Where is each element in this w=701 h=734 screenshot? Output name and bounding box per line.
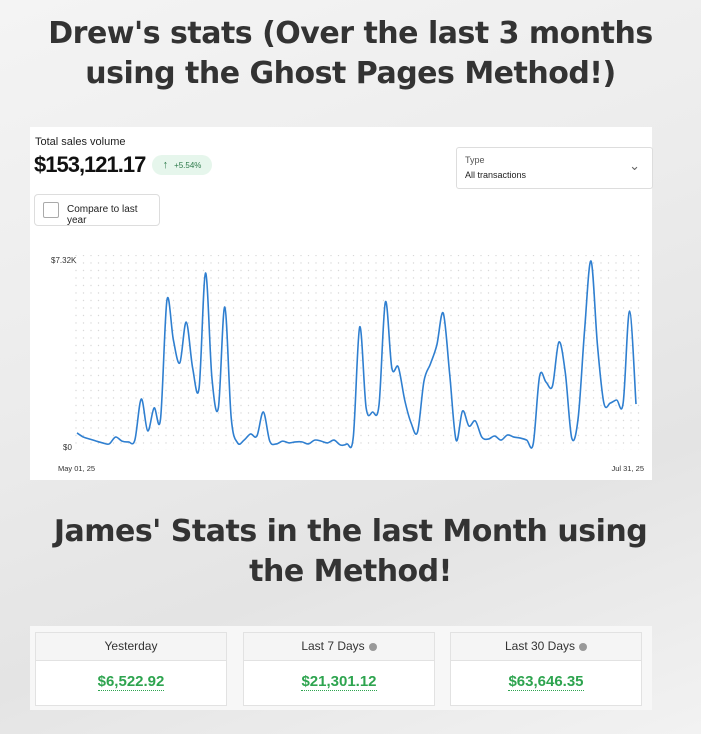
total-sales-label: Total sales volume xyxy=(35,136,126,148)
arrow-up-icon: ↑ xyxy=(162,159,169,171)
heading-line: using the Ghost Pages Method!) xyxy=(85,56,616,91)
james-stats-heading: James' Stats in the last Month using the… xyxy=(0,512,701,592)
heading-line: the Method! xyxy=(249,554,452,589)
stat-value[interactable]: $6,522.92 xyxy=(97,673,165,691)
heading-line: Drew's stats (Over the last 3 months xyxy=(48,16,653,51)
series-line xyxy=(76,260,637,449)
info-icon[interactable] xyxy=(368,642,377,651)
stat-value[interactable]: $21,301.12 xyxy=(301,673,377,691)
stat-label: Last 30 Days xyxy=(504,639,576,653)
stat-label: Yesterday xyxy=(104,639,158,653)
sales-line-chart: $7.32K $0 May 01, 25 Jul 31, 25 xyxy=(51,255,645,473)
chevron-down-icon: ⌄ xyxy=(629,158,640,173)
stat-label: Last 7 Days xyxy=(301,639,365,653)
stats-panel: Yesterday $6,522.92 Last 7 Days $21,301.… xyxy=(30,626,652,710)
type-value: All transactions xyxy=(465,170,527,180)
stat-card-30-days: Last 30 Days $63,646.35 xyxy=(450,632,642,706)
stat-value[interactable]: $63,646.35 xyxy=(508,673,584,691)
y-tick-label: $0 xyxy=(63,443,72,452)
x-tick-label: May 01, 25 xyxy=(58,464,95,473)
type-select[interactable]: Type All transactions ⌄ xyxy=(456,147,653,189)
info-icon[interactable] xyxy=(579,642,588,651)
stat-card-yesterday: Yesterday $6,522.92 xyxy=(35,632,227,706)
change-value: +5.54% xyxy=(174,161,202,170)
compare-label: Compare to last year xyxy=(67,204,138,226)
compare-last-year-checkbox[interactable]: Compare to last year xyxy=(34,194,160,226)
drew-stats-heading: Drew's stats (Over the last 3 months usi… xyxy=(0,14,701,94)
x-tick-label: Jul 31, 25 xyxy=(611,464,644,473)
checkbox-box[interactable] xyxy=(43,202,59,218)
heading-line: James' Stats in the last Month using xyxy=(53,514,648,549)
chart-grid xyxy=(75,255,645,450)
y-tick-label: $7.32K xyxy=(51,256,77,265)
sales-chart-card: Total sales volume $153,121.17 ↑ +5.54% C… xyxy=(30,127,653,480)
type-label: Type xyxy=(465,155,485,165)
stat-card-7-days: Last 7 Days $21,301.12 xyxy=(243,632,435,706)
total-sales-value: $153,121.17 xyxy=(34,152,146,177)
change-badge: ↑ +5.54% xyxy=(152,155,212,175)
